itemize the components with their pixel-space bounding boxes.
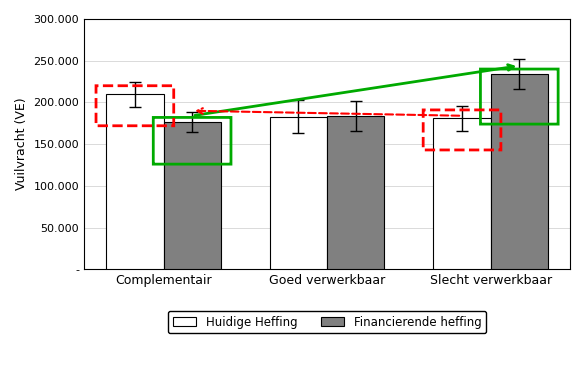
Bar — [327, 116, 384, 269]
Bar — [270, 117, 327, 269]
Y-axis label: Vuilvracht (VE): Vuilvracht (VE) — [15, 98, 28, 190]
Bar — [491, 74, 548, 269]
Bar — [106, 94, 163, 269]
Bar — [433, 118, 491, 269]
Bar — [163, 122, 221, 269]
Legend: Huidige Heffing, Financierende heffing: Huidige Heffing, Financierende heffing — [168, 311, 486, 334]
